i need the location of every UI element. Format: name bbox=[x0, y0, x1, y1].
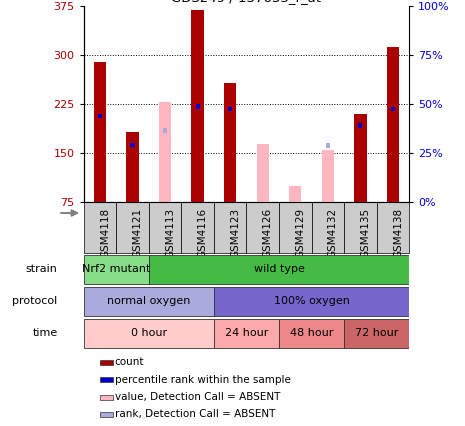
Text: GSM4118: GSM4118 bbox=[100, 207, 110, 258]
Text: count: count bbox=[115, 357, 144, 367]
Bar bbox=[192, 10, 204, 202]
FancyBboxPatch shape bbox=[84, 287, 214, 316]
Text: strain: strain bbox=[26, 265, 58, 274]
Text: GSM4126: GSM4126 bbox=[263, 207, 273, 258]
Text: time: time bbox=[33, 328, 58, 338]
Bar bbox=[94, 62, 106, 202]
Text: GSM4113: GSM4113 bbox=[165, 207, 175, 258]
FancyBboxPatch shape bbox=[214, 319, 279, 348]
Bar bbox=[130, 143, 135, 147]
FancyBboxPatch shape bbox=[279, 202, 312, 253]
FancyBboxPatch shape bbox=[246, 202, 279, 253]
FancyBboxPatch shape bbox=[181, 202, 214, 253]
Bar bbox=[126, 132, 139, 202]
Text: GSM4129: GSM4129 bbox=[295, 207, 306, 258]
FancyBboxPatch shape bbox=[214, 287, 409, 316]
Text: percentile rank within the sample: percentile rank within the sample bbox=[115, 375, 291, 385]
FancyBboxPatch shape bbox=[84, 202, 116, 253]
Bar bbox=[257, 144, 269, 202]
FancyBboxPatch shape bbox=[116, 202, 149, 253]
FancyBboxPatch shape bbox=[279, 319, 344, 348]
FancyBboxPatch shape bbox=[377, 202, 409, 253]
Bar bbox=[163, 128, 167, 133]
Text: Nrf2 mutant: Nrf2 mutant bbox=[82, 265, 151, 274]
Text: 100% oxygen: 100% oxygen bbox=[273, 296, 350, 306]
Text: normal oxygen: normal oxygen bbox=[107, 296, 191, 306]
Title: GDS249 / 137635_r_at: GDS249 / 137635_r_at bbox=[172, 0, 321, 4]
Text: GSM4132: GSM4132 bbox=[328, 207, 338, 258]
Text: GSM4116: GSM4116 bbox=[198, 207, 208, 258]
Bar bbox=[100, 360, 113, 365]
Bar bbox=[354, 114, 366, 202]
Text: GSM4123: GSM4123 bbox=[230, 207, 240, 258]
Text: 48 hour: 48 hour bbox=[290, 328, 333, 338]
Bar bbox=[228, 106, 232, 111]
Bar bbox=[387, 47, 399, 202]
Bar bbox=[195, 104, 200, 109]
Bar bbox=[100, 412, 113, 417]
Bar bbox=[289, 186, 301, 202]
Bar bbox=[322, 150, 334, 202]
FancyBboxPatch shape bbox=[84, 319, 214, 348]
Bar bbox=[391, 106, 395, 111]
Bar bbox=[159, 102, 171, 202]
Bar bbox=[326, 143, 330, 148]
Bar bbox=[358, 123, 363, 127]
Text: GSM4138: GSM4138 bbox=[393, 207, 403, 258]
FancyBboxPatch shape bbox=[84, 255, 149, 284]
FancyBboxPatch shape bbox=[344, 202, 377, 253]
Text: value, Detection Call = ABSENT: value, Detection Call = ABSENT bbox=[115, 392, 280, 402]
FancyBboxPatch shape bbox=[149, 202, 181, 253]
Bar bbox=[100, 377, 113, 382]
FancyBboxPatch shape bbox=[214, 202, 246, 253]
Text: GSM4135: GSM4135 bbox=[360, 207, 371, 258]
Text: protocol: protocol bbox=[13, 296, 58, 306]
Bar bbox=[224, 83, 236, 202]
Text: wild type: wild type bbox=[253, 265, 305, 274]
Text: rank, Detection Call = ABSENT: rank, Detection Call = ABSENT bbox=[115, 409, 275, 420]
Bar bbox=[98, 114, 102, 118]
FancyBboxPatch shape bbox=[312, 202, 344, 253]
Text: GSM4121: GSM4121 bbox=[133, 207, 143, 258]
Text: 24 hour: 24 hour bbox=[225, 328, 268, 338]
FancyBboxPatch shape bbox=[344, 319, 409, 348]
Text: 72 hour: 72 hour bbox=[355, 328, 399, 338]
Text: 0 hour: 0 hour bbox=[131, 328, 167, 338]
FancyBboxPatch shape bbox=[149, 255, 409, 284]
Bar bbox=[100, 394, 113, 400]
